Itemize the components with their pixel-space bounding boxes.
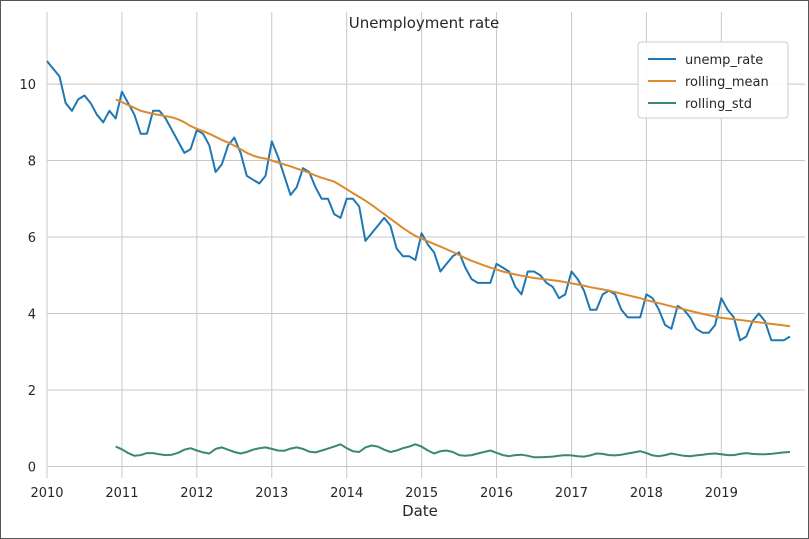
legend-label: unemp_rate (685, 53, 763, 68)
series-lines (46, 60, 791, 459)
x-tick-label: 2013 (255, 486, 288, 501)
x-tick-label: 2015 (405, 486, 438, 501)
y-tick-label: 8 (28, 155, 36, 170)
legend: unemp_rate rolling_mean rolling_std (637, 41, 789, 119)
x-axis-label: Date (402, 502, 438, 520)
x-tick-label: 2017 (555, 486, 588, 501)
legend-box (637, 41, 789, 119)
y-tick-label: 10 (19, 78, 36, 93)
chart-title: Unemployment rate (349, 14, 500, 32)
y-tick-label: 6 (28, 231, 36, 246)
y-tick-label: 2 (28, 384, 36, 399)
series-line-rolling-mean (115, 98, 791, 328)
x-tick-label: 2011 (105, 486, 138, 501)
x-tick-label: 2016 (480, 486, 513, 501)
x-tick-label: 2018 (630, 486, 663, 501)
tick-labels: 2010 2011 2012 2013 2014 2015 2016 2017 2018 2019… (19, 78, 737, 501)
series-line-rolling-std (115, 443, 791, 459)
y-tick-label: 4 (28, 308, 36, 323)
x-tick-label: 2014 (330, 486, 363, 501)
legend-label: rolling_std (685, 97, 752, 112)
x-tick-label: 2010 (30, 486, 63, 501)
y-tick-label: 0 (28, 461, 36, 476)
series-line-unemp-rate (46, 60, 791, 342)
x-tick-label: 2012 (180, 486, 213, 501)
legend-label: rolling_mean (685, 75, 769, 90)
x-tick-label: 2019 (705, 486, 738, 501)
